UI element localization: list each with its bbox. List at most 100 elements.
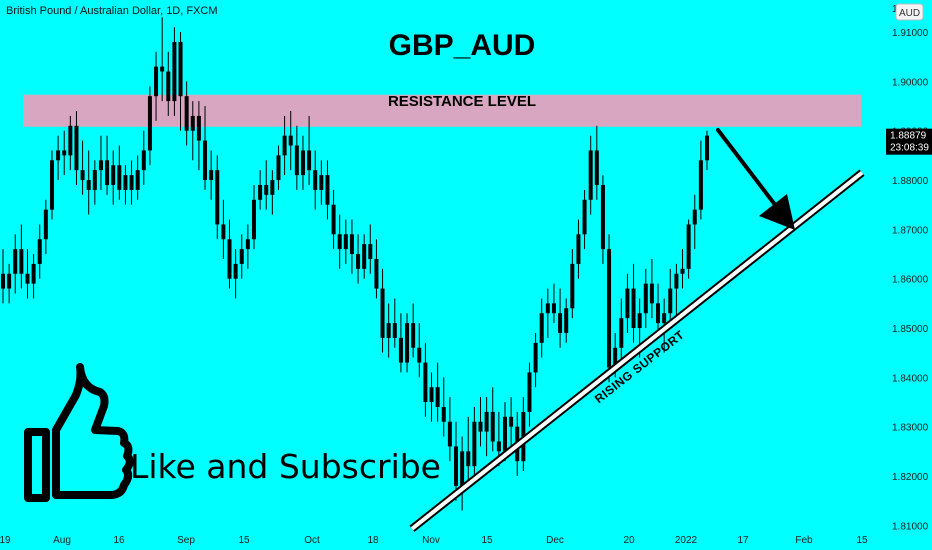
candle-body (637, 313, 642, 329)
candle (705, 130, 709, 171)
candle-body (25, 273, 30, 284)
candle (343, 219, 348, 264)
candle-body (662, 313, 667, 324)
candle (178, 32, 183, 131)
candle (692, 194, 697, 250)
candle (49, 150, 54, 220)
price-tick-label: 1.82000 (892, 472, 929, 483)
candle-body (68, 125, 73, 156)
candle (258, 170, 263, 210)
candle (154, 51, 159, 121)
candle-body (178, 41, 183, 97)
candle (411, 303, 416, 358)
candle (331, 189, 336, 250)
candle-body (190, 115, 195, 131)
rising-support-line (409, 169, 865, 532)
candle (19, 224, 24, 289)
candle-body (576, 234, 581, 264)
candle (668, 268, 673, 329)
candle (325, 160, 330, 220)
candle-body (374, 258, 379, 289)
candle (362, 234, 367, 279)
candle (564, 298, 569, 343)
candle-body (13, 249, 18, 274)
candle (558, 288, 563, 348)
candle (356, 234, 361, 284)
candle-body (656, 303, 661, 324)
candle (135, 155, 140, 200)
candle-body (392, 323, 397, 338)
candle-body (600, 184, 605, 250)
candle (313, 150, 318, 210)
candle (56, 135, 61, 181)
candle-body (184, 96, 189, 131)
time-tick-label: 15 (238, 535, 250, 546)
candle (441, 377, 446, 437)
price-tick-label: 1.86000 (892, 275, 929, 286)
candle-body (613, 347, 618, 368)
candle-body (460, 451, 465, 486)
candle-body (19, 249, 24, 274)
candle (680, 249, 685, 289)
candle-body (607, 249, 612, 368)
candle (227, 219, 232, 289)
candle-body (484, 411, 489, 432)
price-tick-label: 1.90000 (892, 77, 929, 88)
time-tick-label: 15 (481, 535, 493, 546)
candle (447, 397, 452, 462)
candle-body (215, 170, 220, 225)
candle-body (582, 199, 587, 235)
candle (460, 436, 465, 511)
time-tick-label: Oct (304, 535, 320, 546)
candle (631, 263, 636, 343)
candle (337, 214, 342, 269)
time-tick-label: 20 (623, 535, 635, 546)
candle-body (56, 150, 61, 161)
candle-body (98, 160, 103, 171)
candle-body (466, 451, 471, 467)
candle-body (588, 150, 593, 200)
candle-body (117, 165, 122, 190)
candle (656, 283, 661, 338)
candle (7, 263, 12, 304)
candle-body (331, 204, 336, 235)
price-tick-label: 1.84000 (892, 373, 929, 384)
candle (527, 362, 532, 427)
candle-body (619, 318, 624, 348)
time-tick-label: Nov (422, 535, 440, 546)
candle-body (135, 170, 140, 190)
candle (643, 268, 648, 329)
candle-body (37, 239, 42, 264)
candle (184, 81, 189, 146)
candle-body (245, 239, 250, 250)
candle-body (264, 184, 269, 195)
currency-button[interactable]: AUD (895, 3, 924, 21)
candle-body (239, 249, 244, 264)
time-tick-label: 18 (367, 535, 379, 546)
candle-body (631, 288, 636, 329)
last-price-value: 1.88879 (890, 131, 927, 142)
time-axis[interactable]: 19 Aug 16 Sep 15 Oct 18 Nov 15 Dec 20 2022 17 Feb 15 (0, 535, 868, 546)
candle (454, 421, 459, 501)
candle (619, 298, 624, 363)
candle (521, 397, 526, 472)
candle (349, 219, 354, 274)
candle (374, 239, 379, 299)
candle (625, 273, 630, 333)
candle (74, 110, 79, 185)
candle-body (362, 244, 367, 269)
price-axis[interactable]: 1.910001.900001.890001.880001.870001.860… (892, 4, 929, 532)
candle (386, 303, 391, 358)
candle-body (705, 135, 709, 161)
time-tick-label: Dec (546, 535, 564, 546)
candle (429, 372, 434, 422)
candle-body (594, 150, 599, 185)
candle-body (564, 308, 569, 333)
candle-body (380, 288, 385, 338)
candle-body (31, 263, 36, 284)
candle-body (417, 347, 422, 363)
candle-body (300, 150, 305, 176)
candle (300, 135, 305, 190)
candle (245, 224, 250, 269)
